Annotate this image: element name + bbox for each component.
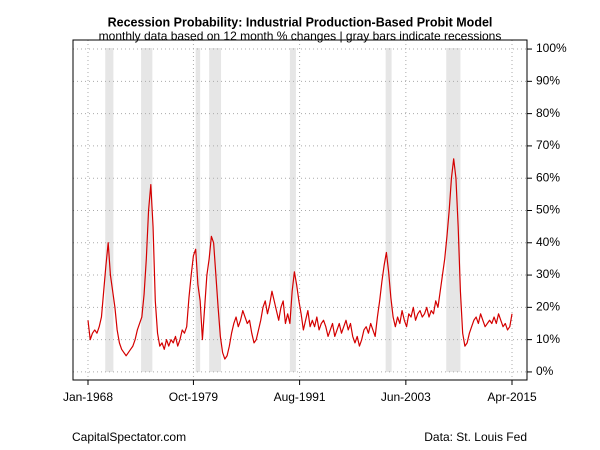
plot-frame [72,39,528,381]
recession-bar [289,48,296,372]
x-tick-label: Oct-1979 [169,390,219,404]
y-tick-label: 70% [536,138,560,152]
y-tick-label: 100% [536,41,567,55]
y-tick-label: 50% [536,203,560,217]
x-tick-label: Aug-1991 [274,390,326,404]
data-line [87,158,513,360]
x-tick-label: Jun-2003 [381,390,431,404]
x-tick-label: Jan-1968 [63,390,113,404]
chart-title: Recession Probability: Industrial Produc… [108,15,493,29]
plot-area: 0% 10% 20% 30% 40% 50% 60% 70% 80% 90% 100% Jan-196… [63,39,567,404]
recession-bar [385,48,392,372]
x-tick-label: Apr-2015 [487,390,537,404]
recession-bar [209,48,222,372]
recession-bar [141,48,153,372]
source-left: CapitalSpectator.com [72,430,186,444]
y-tick-label: 0% [536,364,554,378]
y-tick-label: 20% [536,300,560,314]
y-tick-label: 90% [536,74,560,88]
y-tick-label: 10% [536,332,560,346]
chart-subtitle: monthly data based on 12 month % changes… [99,29,502,43]
y-tick-label: 60% [536,170,560,184]
y-tick-label: 80% [536,106,560,120]
y-tick-label: 30% [536,267,560,281]
y-tick-label: 40% [536,235,560,249]
source-right: Data: St. Louis Fed [424,430,527,444]
